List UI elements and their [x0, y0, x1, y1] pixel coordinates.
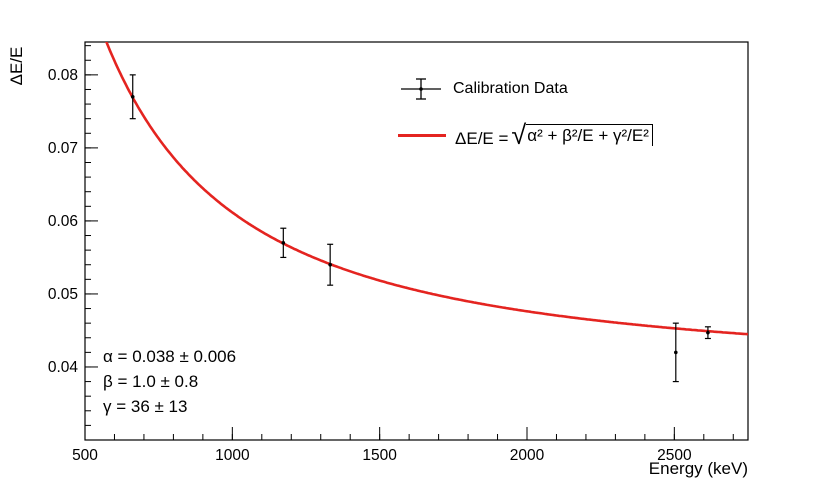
fit-curve [105, 42, 748, 336]
formula-radicand: α² + β²/E + γ²/E² [526, 123, 653, 146]
fit-parameters: α = 0.038 ± 0.006 β = 1.0 ± 0.8 γ = 36 ±… [103, 344, 236, 419]
data-point [281, 241, 286, 245]
x-tick-label: 1500 [362, 447, 397, 464]
fit-line-marker-icon [398, 133, 446, 137]
x-tick-label: 2000 [510, 447, 545, 464]
y-tick-label: 0.06 [48, 213, 78, 230]
x-tick-label: 1000 [215, 447, 250, 464]
y-tick-label: 0.04 [48, 359, 79, 376]
data-point [130, 94, 135, 99]
y-tick-label: 0.07 [48, 140, 78, 157]
data-point [328, 262, 332, 267]
y-tick-label: 0.08 [48, 67, 78, 84]
legend-entry-calibration-data: Calibration Data [398, 66, 748, 112]
error-bar-marker-icon [401, 78, 441, 100]
data-point [706, 330, 710, 335]
fit-param-alpha: α = 0.038 ± 0.006 [103, 347, 237, 366]
plot-frame [84, 41, 749, 441]
fit-formula: ΔE/E = √ α² + β²/E + γ²/E² [455, 119, 653, 150]
legend-entry-fit: ΔE/E = √ α² + β²/E + γ²/E² [398, 112, 748, 158]
x-tick-label: 500 [72, 447, 98, 464]
fit-param-gamma: γ = 36 ± 13 [103, 397, 188, 416]
formula-prefix: ΔE/E = [455, 128, 509, 148]
legend: Calibration Data ΔE/E = √ α² + β²/E + γ²/… [398, 66, 748, 158]
y-axis-title: ΔE/E [7, 46, 26, 86]
y-tick-label: 0.05 [48, 286, 78, 303]
sqrt-radical-icon: √ [511, 119, 527, 150]
x-tick-label: 2500 [657, 447, 692, 464]
data-point [674, 350, 678, 355]
legend-label-calibration-data: Calibration Data [453, 80, 568, 97]
x-axis-title: Energy (keV) [648, 459, 748, 478]
fit-param-beta: β = 1.0 ± 0.8 [103, 372, 199, 391]
